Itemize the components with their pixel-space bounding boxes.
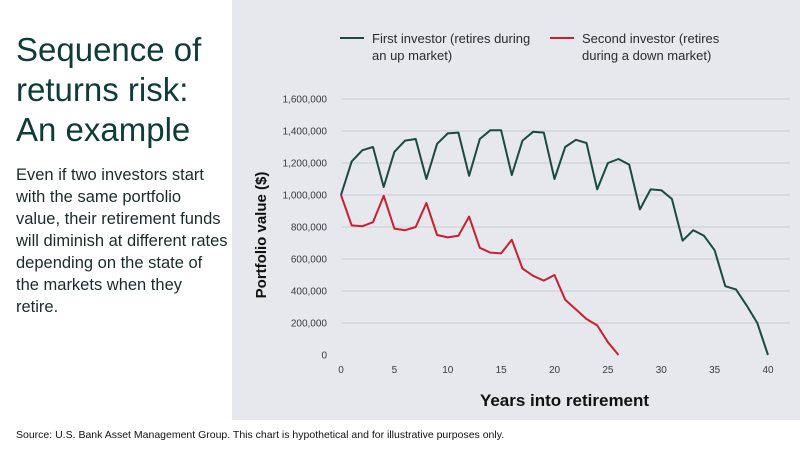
description-text: Even if two investors start with the sam…	[16, 166, 228, 316]
x-tick-label: 20	[549, 365, 561, 376]
y-tick-label: 200,000	[291, 319, 328, 330]
x-tick-label: 0	[338, 365, 344, 376]
x-tick-label: 35	[709, 365, 721, 376]
x-axis-title: Years into retirement	[480, 391, 649, 410]
chart-legend: First investor (retires during an up mar…	[340, 30, 780, 70]
left-panel: Sequence of returns risk: An example Eve…	[0, 0, 232, 420]
y-tick-label: 1,200,000	[283, 159, 328, 170]
chart-panel	[232, 0, 800, 420]
x-tick-label: 15	[496, 365, 508, 376]
y-tick-label: 1,600,000	[283, 95, 328, 106]
page-title: Sequence of returns risk: An example	[16, 31, 202, 148]
y-tick-label: 1,400,000	[283, 127, 328, 138]
x-tick-label: 5	[392, 365, 398, 376]
y-axis-title: Portfolio value ($)	[253, 172, 270, 299]
y-tick-label: 400,000	[291, 287, 328, 298]
series-line-second-investor	[340, 194, 620, 356]
x-tick-label: 30	[656, 365, 668, 376]
source-note: Source: U.S. Bank Asset Management Group…	[16, 429, 505, 441]
legend-swatch-second-investor	[550, 37, 574, 39]
series-line-first-investor	[340, 129, 769, 356]
y-tick-label: 0	[321, 351, 327, 362]
footer	[0, 420, 800, 453]
y-tick-label: 600,000	[291, 255, 328, 266]
x-tick-label: 10	[442, 365, 454, 376]
y-tick-label: 1,000,000	[283, 191, 328, 202]
legend-label-second-investor: Second investor (retires during a down m…	[582, 31, 720, 63]
x-tick-label: 25	[602, 365, 614, 376]
y-tick-label: 800,000	[291, 223, 328, 234]
legend-label-first-investor: First investor (retires during an up mar…	[372, 31, 531, 63]
line-chart: 0 200,000 400,000 600,000 800,000 1,000,000 1,…	[253, 95, 790, 410]
legend-swatch-first-investor	[340, 37, 364, 39]
x-tick-label: 40	[762, 365, 774, 376]
